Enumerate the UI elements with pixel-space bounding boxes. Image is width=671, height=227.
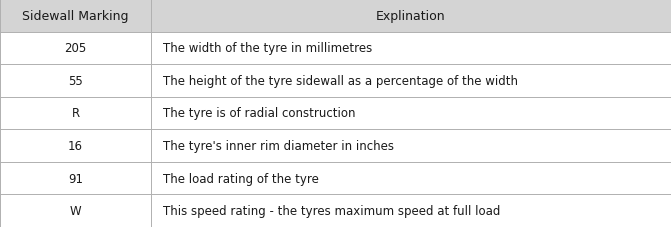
Bar [0, 65, 671, 97]
Text: The tyre's inner rim diameter in inches: The tyre's inner rim diameter in inches [163, 139, 394, 152]
Text: Sidewall Marking: Sidewall Marking [22, 10, 129, 23]
Text: W: W [70, 204, 81, 217]
Text: 16: 16 [68, 139, 83, 152]
Bar [0, 130, 671, 162]
Text: The tyre is of radial construction: The tyre is of radial construction [163, 107, 356, 120]
Bar [0, 97, 671, 130]
Bar [0, 162, 671, 195]
Text: R: R [71, 107, 80, 120]
Text: The height of the tyre sidewall as a percentage of the width: The height of the tyre sidewall as a per… [163, 75, 518, 88]
Text: This speed rating - the tyres maximum speed at full load: This speed rating - the tyres maximum sp… [163, 204, 501, 217]
Bar [0, 0, 671, 32]
Text: 55: 55 [68, 75, 83, 88]
Bar [0, 195, 671, 227]
Text: Explination: Explination [376, 10, 446, 23]
Text: 205: 205 [64, 42, 87, 55]
Text: The load rating of the tyre: The load rating of the tyre [163, 172, 319, 185]
Text: 91: 91 [68, 172, 83, 185]
Text: The width of the tyre in millimetres: The width of the tyre in millimetres [163, 42, 372, 55]
Bar [0, 32, 671, 65]
